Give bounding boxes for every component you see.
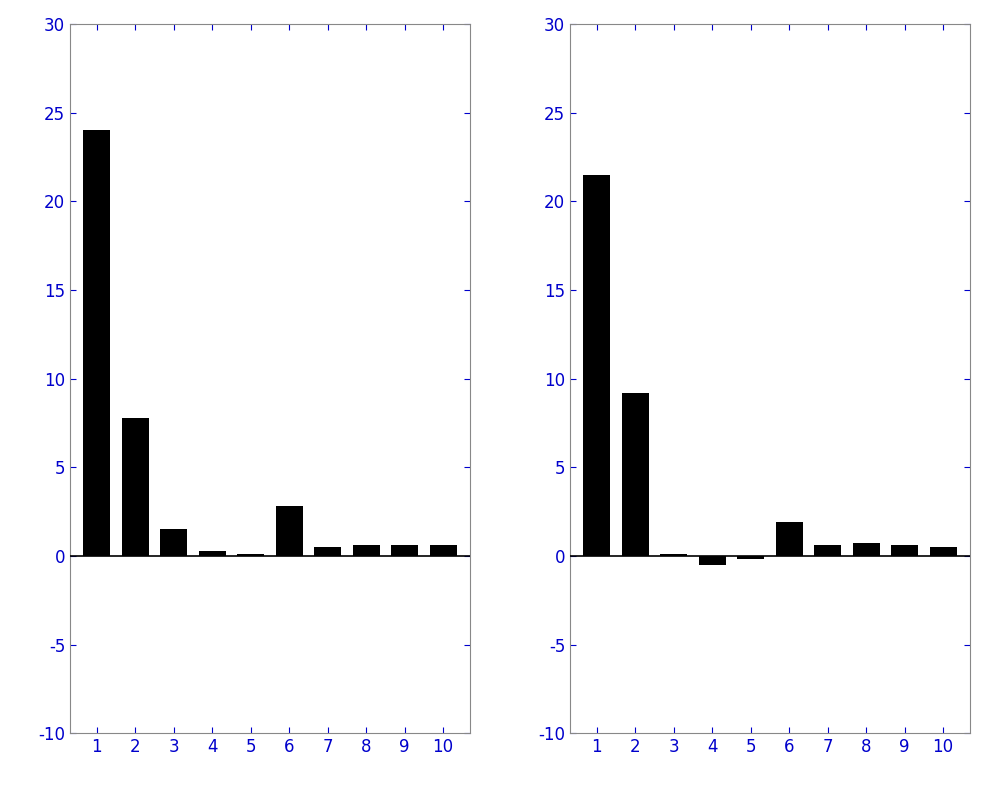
- Bar: [622, 393, 649, 556]
- Bar: [83, 130, 110, 556]
- Bar: [430, 545, 457, 556]
- Bar: [314, 547, 341, 556]
- Bar: [776, 522, 803, 556]
- Bar: [160, 529, 187, 556]
- Bar: [122, 418, 149, 556]
- Bar: [853, 544, 880, 556]
- Bar: [276, 506, 303, 556]
- Bar: [391, 545, 418, 556]
- Bar: [891, 545, 918, 556]
- Bar: [237, 554, 264, 556]
- Bar: [814, 545, 841, 556]
- Bar: [737, 556, 764, 559]
- Bar: [353, 545, 380, 556]
- Bar: [583, 175, 610, 556]
- Bar: [930, 547, 957, 556]
- Bar: [199, 551, 226, 556]
- Bar: [660, 554, 687, 556]
- Bar: [699, 556, 726, 565]
